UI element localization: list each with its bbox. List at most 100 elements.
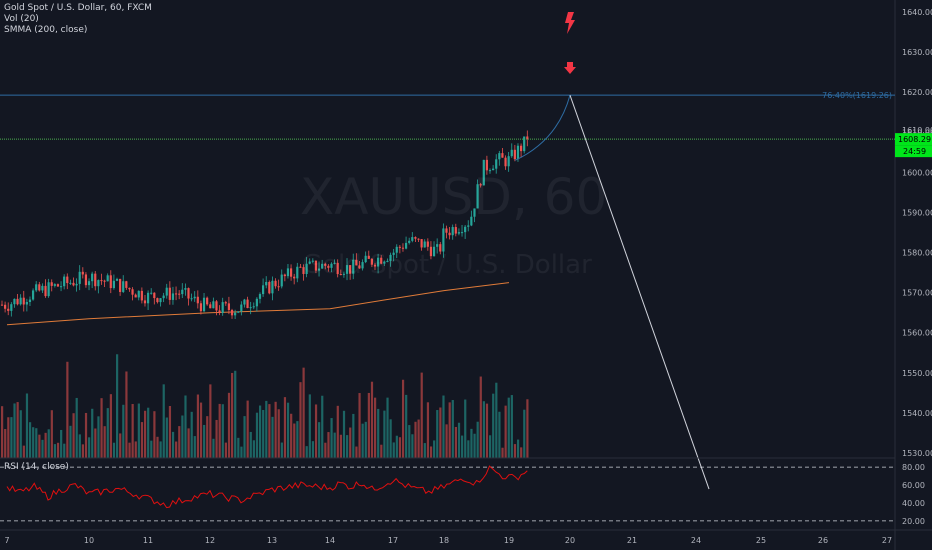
candle-body[interactable] — [215, 301, 218, 311]
candle-body[interactable] — [146, 292, 150, 304]
candle-body[interactable] — [38, 284, 41, 291]
candle-body[interactable] — [454, 227, 457, 234]
candle-body[interactable] — [240, 304, 243, 312]
candle-body[interactable] — [224, 302, 227, 304]
candle-body[interactable] — [314, 260, 318, 271]
candle-body[interactable] — [261, 285, 265, 295]
candle-body[interactable] — [429, 246, 433, 257]
candle-body[interactable] — [59, 286, 63, 288]
candle-body[interactable] — [47, 282, 50, 297]
candle-body[interactable] — [181, 289, 184, 295]
candle-body[interactable] — [162, 295, 165, 299]
candle-body[interactable] — [159, 298, 162, 303]
candle-body[interactable] — [156, 298, 159, 303]
candle-body[interactable] — [174, 293, 178, 295]
candle-body[interactable] — [237, 311, 240, 313]
candle-body[interactable] — [432, 246, 436, 257]
candle-body[interactable] — [333, 262, 336, 264]
candle-body[interactable] — [420, 239, 423, 248]
candle-body[interactable] — [122, 281, 125, 292]
candle-body[interactable] — [345, 265, 349, 274]
candle-body[interactable] — [526, 136, 529, 140]
rsi-indicator-label[interactable]: RSI (14, close) — [4, 462, 69, 472]
candle-body[interactable] — [193, 296, 196, 299]
candle-body[interactable] — [25, 302, 28, 305]
candle-body[interactable] — [81, 271, 84, 275]
candle-body[interactable] — [7, 308, 10, 311]
candle-body[interactable] — [78, 271, 81, 284]
candle-body[interactable] — [202, 297, 206, 312]
candle-body[interactable] — [84, 274, 88, 286]
candle-body[interactable] — [283, 274, 286, 277]
candle-body[interactable] — [457, 232, 461, 234]
candle-body[interactable] — [50, 282, 53, 286]
candle-body[interactable] — [75, 283, 78, 286]
candle-body[interactable] — [125, 281, 128, 288]
candle-body[interactable] — [336, 262, 339, 275]
candle-body[interactable] — [137, 290, 140, 298]
candle-body[interactable] — [324, 263, 327, 266]
candle-body[interactable] — [495, 159, 498, 169]
candle-body[interactable] — [209, 304, 212, 309]
volume-indicator-label[interactable]: Vol (20) — [4, 14, 39, 24]
candle-body[interactable] — [423, 241, 426, 248]
candle-body[interactable] — [100, 280, 103, 282]
candle-body[interactable] — [168, 287, 171, 300]
candle-body[interactable] — [265, 281, 268, 286]
candle-body[interactable] — [165, 287, 168, 296]
candle-body[interactable] — [488, 170, 492, 172]
candle-body[interactable] — [274, 280, 277, 287]
candle-body[interactable] — [470, 216, 473, 226]
candle-body[interactable] — [386, 260, 389, 262]
candle-body[interactable] — [504, 157, 507, 167]
candle-body[interactable] — [103, 280, 106, 282]
candle-body[interactable] — [22, 297, 25, 305]
candle-body[interactable] — [342, 273, 346, 275]
candle-body[interactable] — [153, 292, 156, 299]
candle-body[interactable] — [414, 237, 417, 239]
candle-body[interactable] — [373, 264, 377, 267]
candle-body[interactable] — [221, 302, 224, 313]
candle-body[interactable] — [296, 266, 299, 279]
candle-body[interactable] — [408, 240, 411, 243]
candle-body[interactable] — [271, 280, 274, 294]
price-axis-panel[interactable] — [895, 0, 932, 550]
candle-body[interactable] — [150, 292, 153, 294]
candle-body[interactable] — [411, 237, 414, 241]
candle-body[interactable] — [302, 267, 305, 274]
candle-body[interactable] — [131, 289, 134, 295]
candle-body[interactable] — [97, 280, 100, 287]
candle-body[interactable] — [31, 290, 35, 300]
candle-body[interactable] — [91, 273, 94, 282]
candle-body[interactable] — [87, 281, 91, 286]
candle-body[interactable] — [485, 159, 488, 171]
candle-body[interactable] — [507, 156, 510, 167]
candle-body[interactable] — [190, 298, 193, 300]
candle-body[interactable] — [473, 208, 476, 217]
candle-body[interactable] — [268, 281, 271, 294]
candle-body[interactable] — [199, 303, 203, 312]
candle-body[interactable] — [187, 288, 190, 299]
candle-body[interactable] — [355, 259, 358, 266]
candle-body[interactable] — [119, 278, 122, 292]
candle-body[interactable] — [10, 304, 13, 311]
candle-body[interactable] — [467, 225, 470, 227]
candle-body[interactable] — [109, 275, 112, 289]
candle-body[interactable] — [349, 265, 352, 274]
candle-body[interactable] — [392, 252, 395, 255]
candle-body[interactable] — [317, 268, 321, 271]
candle-body[interactable] — [460, 232, 464, 234]
candle-body[interactable] — [277, 286, 280, 288]
candle-body[interactable] — [19, 297, 22, 305]
candle-body[interactable] — [395, 246, 398, 253]
candle-body[interactable] — [128, 287, 131, 290]
candle-body[interactable] — [401, 247, 405, 249]
candle-body[interactable] — [252, 306, 255, 308]
candle-body[interactable] — [305, 263, 308, 274]
candle-body[interactable] — [206, 297, 209, 305]
candle-body[interactable] — [426, 241, 429, 247]
candle-body[interactable] — [464, 226, 467, 233]
candle-body[interactable] — [383, 261, 386, 264]
candle-body[interactable] — [249, 307, 252, 309]
